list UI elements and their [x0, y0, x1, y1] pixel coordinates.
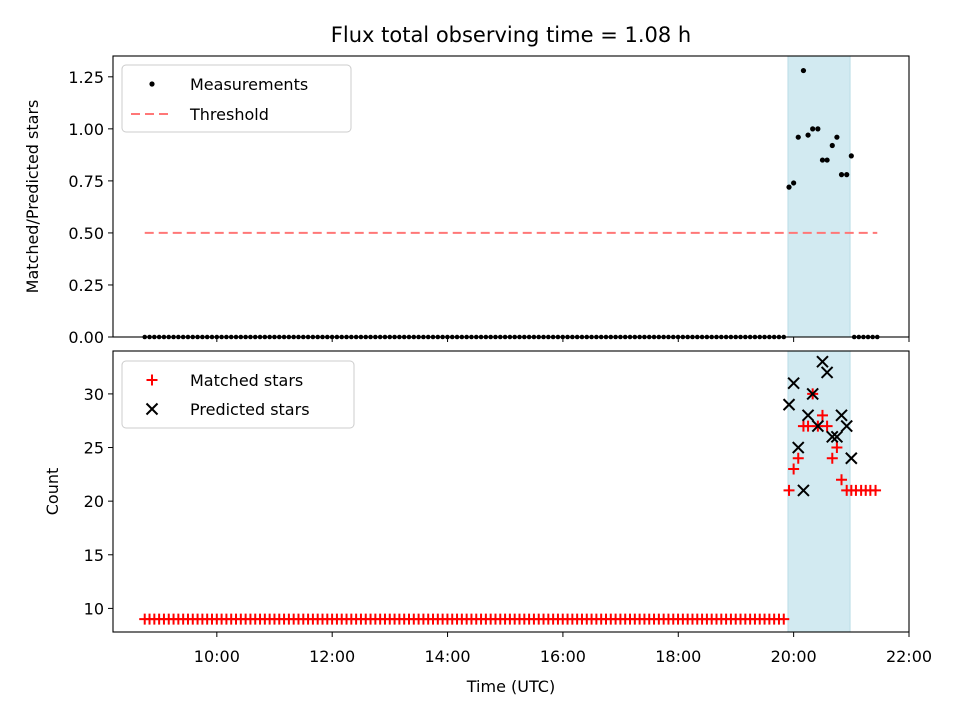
y-tick-label: 0.50 — [68, 224, 104, 243]
predicted-star-point — [787, 376, 800, 390]
bottom-axes-frame — [112, 350, 910, 633]
predicted-star-point — [792, 441, 805, 454]
predicted-star-point — [845, 452, 858, 465]
matched-star-point — [778, 613, 790, 625]
predicted-star-point — [840, 419, 853, 433]
bottom-panel: 10 15 20 25 30 10:00 12:00 14:00 16:00 18:00 20:00… — [43, 350, 932, 696]
highlight-span — [787, 350, 851, 633]
top-panel: 0.00 0.25 0.50 0.75 1.00 1.25 Matched/Predicte… — [23, 55, 910, 347]
y-tick-label: 25 — [84, 439, 104, 458]
measurement-point — [805, 132, 811, 138]
measurement-point — [844, 172, 850, 178]
matched-star-point — [831, 442, 843, 454]
legend-box — [121, 360, 355, 429]
measurement-point — [810, 126, 816, 132]
x-tick-label: 10:00 — [194, 647, 240, 666]
matched-star-point — [788, 463, 800, 475]
measurement-point — [791, 180, 797, 186]
legend-matched-marker — [146, 374, 158, 386]
bottom-y-axis-label: Count — [43, 468, 62, 516]
legend-threshold-label: Threshold — [189, 105, 269, 124]
bottom-legend: Matched stars Predicted stars — [121, 360, 355, 429]
predicted-star-point — [797, 484, 810, 497]
predicted-star-point — [820, 366, 834, 379]
top-legend: Measurements Threshold — [121, 64, 352, 133]
measurement-point — [829, 142, 835, 149]
legend-box — [121, 64, 352, 133]
x-tick-label: 22:00 — [886, 647, 932, 666]
y-tick-label: 0.00 — [68, 328, 104, 347]
legend-predicted-label: Predicted stars — [190, 400, 310, 419]
y-tick-label: 0.75 — [68, 172, 104, 191]
x-tick-label: 12:00 — [309, 647, 355, 666]
y-tick-label: 1.00 — [68, 120, 104, 139]
top-axes-frame — [112, 55, 910, 338]
legend-predicted-marker — [145, 402, 159, 416]
highlight-span — [787, 55, 851, 338]
predicted-star-point — [811, 419, 825, 433]
x-tick-label: 18:00 — [655, 647, 701, 666]
measurement-point — [819, 157, 826, 163]
predicted-star-point — [806, 387, 819, 401]
legend-matched-label: Matched stars — [190, 371, 303, 390]
chart-title: Flux total observing time = 1.08 h — [331, 23, 691, 47]
y-tick-label: 15 — [84, 546, 104, 565]
matched-star-point — [802, 420, 814, 432]
predicted-star-point — [835, 409, 848, 422]
predicted-star-point — [830, 430, 844, 444]
predicted-star-point — [826, 430, 839, 444]
matched-star-point — [792, 452, 804, 464]
y-tick-label: 10 — [84, 599, 104, 618]
matched-star-point — [816, 409, 828, 421]
legend-measurements-marker — [149, 81, 155, 87]
measurement-point — [815, 126, 821, 132]
measurement-point — [795, 134, 801, 140]
matched-star-point — [836, 474, 848, 486]
y-tick-label: 1.25 — [68, 68, 104, 87]
predicted-star-point — [801, 409, 815, 422]
measurement-point — [824, 157, 830, 163]
measurement-point — [800, 67, 807, 74]
measurement-point — [838, 172, 845, 178]
x-tick-label: 16:00 — [540, 647, 586, 666]
matched-star-point — [826, 452, 838, 464]
x-tick-label: 20:00 — [771, 647, 817, 666]
top-y-axis-label: Matched/Predicted stars — [23, 100, 42, 294]
matched-star-point — [870, 484, 882, 496]
predicted-star-point — [782, 398, 796, 411]
x-tick-label: 14:00 — [424, 647, 470, 666]
matched-star-point — [821, 420, 833, 432]
measurement-point — [786, 184, 792, 190]
measurement-point — [848, 153, 854, 159]
y-tick-label: 0.25 — [68, 276, 104, 295]
legend-measurements-label: Measurements — [190, 75, 308, 94]
measurement-point — [834, 134, 840, 140]
y-tick-label: 30 — [84, 385, 104, 404]
matched-star-point — [783, 484, 795, 496]
y-tick-label: 20 — [84, 492, 104, 511]
x-axis-label: Time (UTC) — [466, 677, 555, 696]
predicted-star-point — [816, 355, 829, 368]
